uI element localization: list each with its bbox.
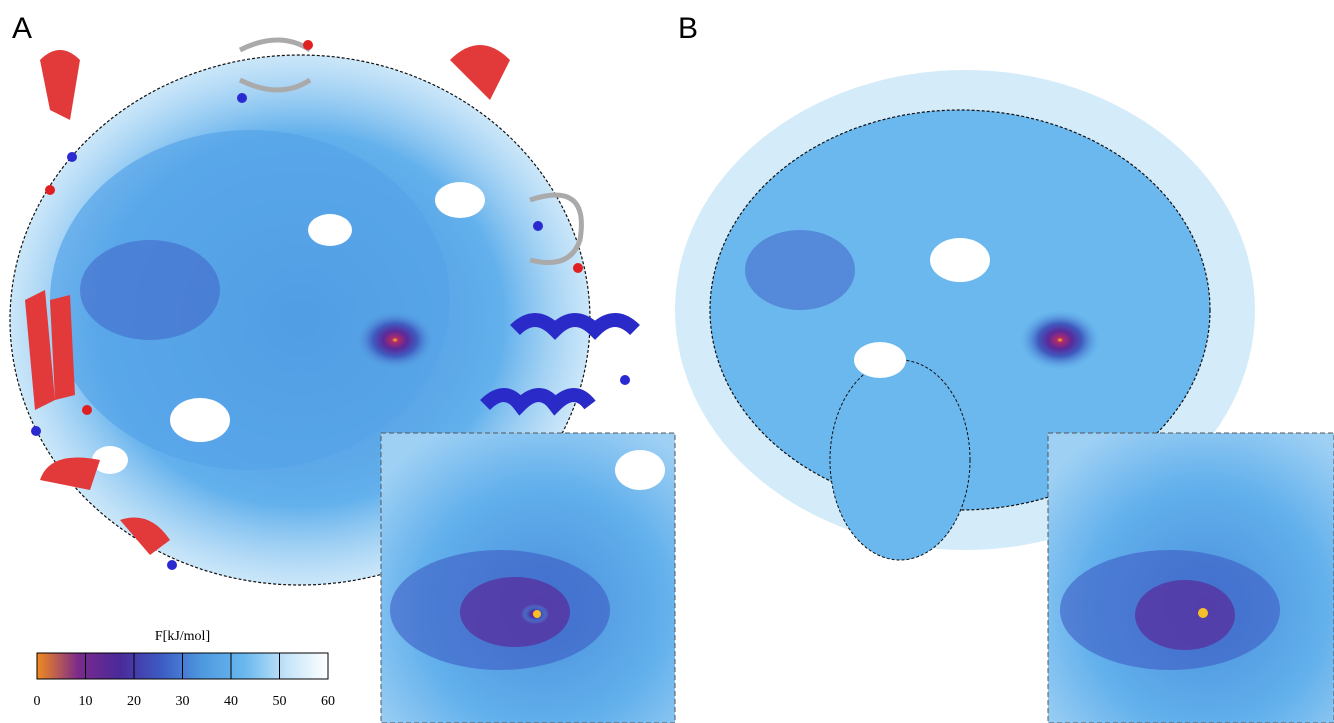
colorbar-tick-label: 50 [273, 694, 287, 709]
colorbar-tick-label: 60 [321, 694, 335, 709]
page: F[kJ/mol]0102030405060 AB (() => { const… [0, 0, 1334, 723]
colorbar-tick-label: 0 [34, 694, 41, 709]
panel-label: A [12, 12, 32, 45]
figure: F[kJ/mol] 0 10 20 30 40 50 60 A B [0, 0, 1334, 723]
colorbar-tick-label: 30 [176, 694, 190, 709]
colorbar-title: F[kJ/mol] [155, 629, 210, 644]
colorbar-tick-label: 20 [127, 694, 141, 709]
colorbar: F[kJ/mol] 0 10 20 30 40 50 60 [34, 629, 336, 709]
colorbar-tick-label: 40 [224, 694, 238, 709]
panel-label: B [678, 12, 698, 45]
inset-b [1048, 433, 1334, 723]
colorbar-tick-label: 10 [79, 694, 93, 709]
inset-a [381, 433, 675, 723]
